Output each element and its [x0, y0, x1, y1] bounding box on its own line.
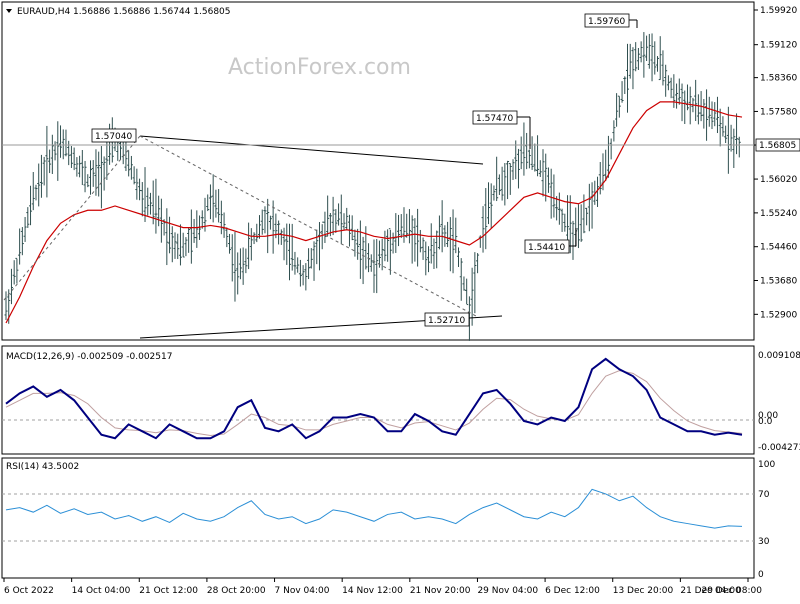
annotation-1: 1.57040 [91, 128, 137, 143]
price-tick: 1.59920 [760, 6, 797, 16]
rsi-label: RSI(14) 43.5002 [6, 462, 79, 472]
price-tick: 1.52900 [760, 310, 797, 320]
macd-label: MACD(12,26,9) -0.002509 -0.002517 [6, 352, 172, 362]
x-tick-label: 14 Nov 12:00 [342, 586, 403, 596]
price-tick: 1.56020 [760, 175, 797, 185]
x-tick-label: 7 Nov 04:00 [275, 586, 330, 596]
x-axis: 6 Oct 2022 14 Oct 04:00 21 Oct 12:00 28 Oct… [3, 578, 762, 596]
annotation-text: 1.57040 [95, 132, 132, 142]
rsi-tick-100: 100 [758, 460, 775, 470]
annotation-2: 1.57470 [472, 110, 531, 149]
moving-average [5, 101, 743, 324]
current-price-tag: 1.56805 [755, 138, 800, 152]
x-tick-label: 29 Nov 04:00 [477, 586, 538, 596]
x-tick-label: 29 Dec 08:00 [701, 586, 762, 596]
symbol-header[interactable]: EURAUD,H4 1.56886 1.56886 1.56744 1.5680… [6, 7, 231, 17]
x-tick-label: 21 Nov 20:00 [410, 586, 471, 596]
x-tick-label: 13 Dec 20:00 [613, 586, 674, 596]
upper-trendline [139, 135, 484, 165]
x-tick-label: 6 Oct 2022 [4, 586, 54, 596]
price-panel [1, 1, 755, 341]
annotation-text: 1.54410 [528, 243, 565, 253]
price-tick: 1.54460 [760, 243, 797, 253]
macd-tick-zero-2: 0.0 [758, 417, 773, 427]
macd-tick-bottom: -0.004273 [758, 443, 800, 453]
macd-line [5, 357, 743, 440]
rsi-series [5, 488, 743, 529]
price-axis: 1.59920 1.59120 1.58360 1.57580 1.56805 1.560… [754, 6, 797, 320]
annotation-4: 1.54410 [524, 228, 577, 254]
symbol-text: EURAUD,H4 1.56886 1.56886 1.56744 1.5680… [17, 7, 231, 17]
chevron-down-icon[interactable] [6, 9, 12, 13]
annotation-text: 1.52710 [428, 316, 465, 326]
rsi-tick-70: 70 [758, 490, 770, 500]
macd-tick-top: 0.009108 [758, 351, 800, 361]
ma-line [5, 101, 743, 324]
price-tick: 1.58360 [760, 74, 797, 84]
x-tick-label: 28 Oct 20:00 [207, 586, 266, 596]
annotation-text: 1.59760 [588, 17, 625, 27]
price-tick: 1.53680 [760, 277, 797, 287]
x-tick-label: 21 Dec 04:00 [680, 586, 741, 596]
annotation-5: 1.52710 [424, 312, 470, 327]
rsi-tick-0: 0 [758, 570, 764, 580]
rsi-axis: 100 70 30 0 [758, 460, 775, 580]
dashed-trendline [139, 135, 477, 317]
x-tick-label: 14 Oct 04:00 [72, 586, 131, 596]
price-tick: 1.55240 [760, 209, 797, 219]
macd-lines [5, 357, 743, 440]
watermark-text: ActionForex.com [228, 55, 411, 80]
macd-axis: 0.009108 0.00 0.0 -0.004273 [758, 351, 800, 453]
rsi-line [5, 488, 743, 529]
price-tick: 1.59120 [760, 41, 797, 51]
x-tick-label: 6 Dec 12:00 [545, 586, 600, 596]
macd-tick-zero: 0.00 [758, 411, 778, 421]
rsi-tick-30: 30 [758, 537, 770, 547]
annotation-text: 1.57470 [476, 114, 513, 124]
signal-line [5, 370, 743, 436]
dashed-trendline-left [3, 135, 141, 301]
rsi-panel [1, 457, 755, 579]
price-tick: 1.57580 [760, 107, 797, 117]
annotation-3: 1.59760 [584, 13, 638, 28]
macd-panel [1, 345, 755, 455]
x-tick-label: 21 Oct 12:00 [139, 586, 198, 596]
current-price-text: 1.56805 [759, 141, 796, 151]
